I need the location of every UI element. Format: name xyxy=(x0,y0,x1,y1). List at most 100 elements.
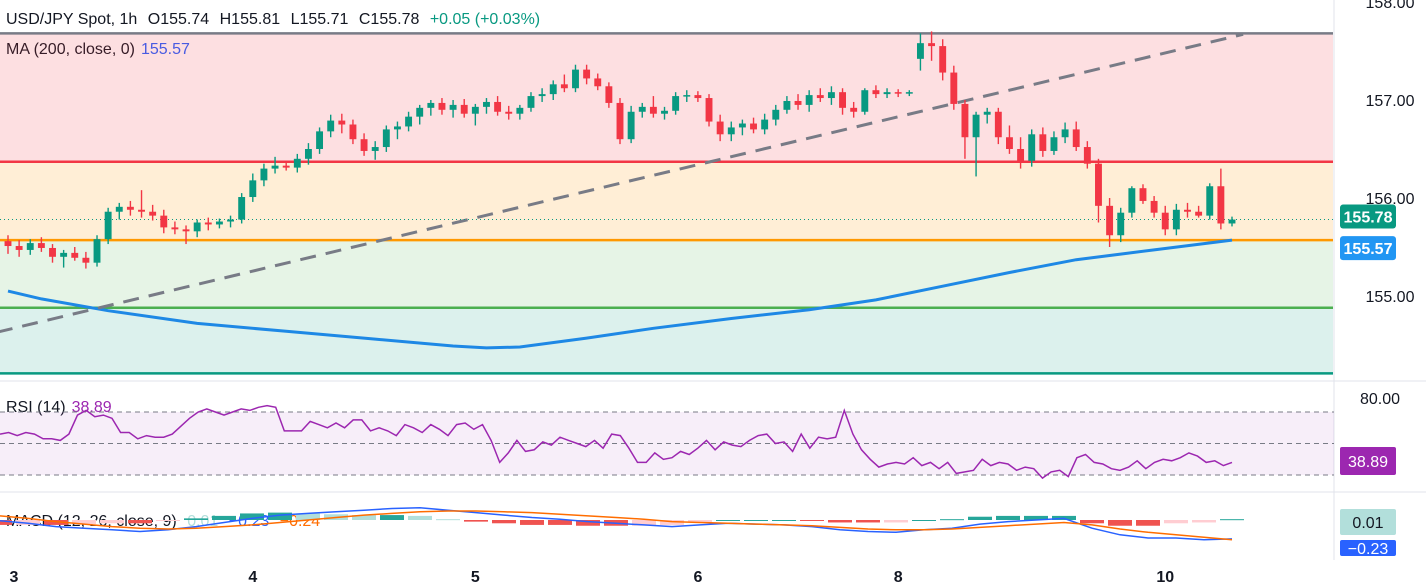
candle-body xyxy=(293,158,301,168)
time-axis-label: 6 xyxy=(693,569,702,586)
ma-price-badge: 155.57 xyxy=(1344,241,1393,258)
candle-body xyxy=(627,111,635,140)
candle-body xyxy=(104,211,112,240)
candle-body xyxy=(861,90,869,112)
macd-histogram-bar xyxy=(240,513,264,520)
macd-histogram-bar xyxy=(940,519,964,521)
candle-body xyxy=(1106,205,1114,236)
candle-body xyxy=(1195,211,1203,216)
candle-body xyxy=(805,95,813,105)
candle-body xyxy=(371,147,379,151)
candle-body xyxy=(527,96,535,108)
ma-price-badge-bg xyxy=(1340,236,1396,261)
macd-histogram-bar xyxy=(1024,515,1048,520)
fib-band xyxy=(0,240,1333,308)
ma-legend[interactable]: MA (200, close, 0) 155.57 xyxy=(6,41,190,59)
candle-body xyxy=(349,124,357,140)
macd-histogram-bar xyxy=(128,520,152,524)
candle-body xyxy=(382,129,390,148)
candle-body xyxy=(1006,137,1013,149)
macd-histogram-bar xyxy=(492,520,516,524)
macd-histogram-bar xyxy=(716,520,740,521)
candle-body xyxy=(416,107,424,117)
candle-body xyxy=(827,92,835,99)
macd-histogram-bar xyxy=(16,520,40,525)
candle-body xyxy=(1017,149,1025,161)
candle-body xyxy=(138,209,145,212)
candle-body xyxy=(460,104,468,114)
candle-body xyxy=(994,111,1002,138)
macd-hist-value: 0.01 xyxy=(187,513,219,530)
candle-body xyxy=(82,257,90,263)
candle-body xyxy=(716,121,724,135)
candle-body xyxy=(1028,134,1036,161)
rsi-tick-label: 80.00 xyxy=(1360,391,1400,408)
candle-body xyxy=(449,104,457,110)
candle-body xyxy=(327,120,335,132)
ohlc-header: USD/JPY Spot, 1h O155.74 H155.81 L155.71… xyxy=(6,11,546,29)
macd-histogram-bar xyxy=(688,520,712,523)
macd-histogram-bar xyxy=(828,520,852,523)
candle-body xyxy=(394,126,401,130)
candle-body xyxy=(1206,186,1214,216)
macd-histogram-bar xyxy=(296,513,320,520)
candle-body xyxy=(282,165,290,168)
macd-histogram-bar xyxy=(408,515,432,520)
candle-body xyxy=(549,84,557,95)
candle-body xyxy=(93,239,101,263)
candle-body xyxy=(560,84,568,89)
macd-histogram-bar xyxy=(352,515,376,520)
candle-body xyxy=(516,107,524,114)
price-tick-label: 156.00 xyxy=(1366,191,1415,208)
candle-body xyxy=(238,197,246,220)
macd-histogram-bar xyxy=(0,520,12,525)
macd-histogram-bar xyxy=(856,520,880,523)
candle-body xyxy=(215,221,223,225)
last-price-badge: 155.78 xyxy=(1344,210,1393,227)
candle-body xyxy=(572,69,579,89)
candle-body xyxy=(983,111,991,115)
candle-body xyxy=(1095,163,1102,206)
candle-body xyxy=(649,106,657,114)
candle-body xyxy=(939,46,947,73)
candle-body xyxy=(1184,209,1191,212)
ma-label: MA (200, close, 0) xyxy=(6,41,135,58)
macd-histogram-bar xyxy=(884,520,908,523)
candle-body xyxy=(1117,212,1125,236)
price-tick-label: 158.00 xyxy=(1366,0,1415,12)
macd-line-badge-bg xyxy=(1340,540,1396,556)
trend-line xyxy=(0,32,1244,334)
time-axis-label: 10 xyxy=(1156,569,1174,586)
candle-body xyxy=(661,110,668,114)
candle-body xyxy=(182,229,190,232)
macd-histogram-bar xyxy=(44,520,68,525)
macd-histogram-bar xyxy=(520,520,544,525)
rsi-badge-bg xyxy=(1340,447,1396,475)
change-value: +0.05 (+0.03%) xyxy=(429,11,541,28)
macd-histogram-bar xyxy=(100,520,124,524)
candle-body xyxy=(483,101,490,107)
time-axis-label: 3 xyxy=(10,569,19,586)
candle-body xyxy=(171,227,179,230)
candle-body xyxy=(316,131,324,149)
symbol-title[interactable]: USD/JPY Spot, 1h xyxy=(6,11,138,28)
last-price-badge-bg xyxy=(1340,204,1396,229)
low-value: L155.71 xyxy=(290,11,349,28)
candle-body xyxy=(494,101,502,112)
macd-histogram-bar xyxy=(576,520,600,526)
candle-body xyxy=(193,222,201,232)
candle-body xyxy=(1050,137,1058,151)
macd-histogram-bar xyxy=(744,520,768,521)
time-axis-label: 4 xyxy=(248,569,257,586)
time-axis-label: 8 xyxy=(894,569,903,586)
candle-body xyxy=(1161,212,1169,230)
macd-histogram-bar xyxy=(1164,520,1188,524)
macd-histogram-bar xyxy=(1192,520,1216,523)
candle-body xyxy=(204,222,212,225)
candle-body xyxy=(160,215,168,228)
macd-histogram-bar xyxy=(1108,520,1132,526)
candle-body xyxy=(149,211,157,216)
candle-body xyxy=(738,123,746,128)
open-value: O155.74 xyxy=(147,11,210,28)
